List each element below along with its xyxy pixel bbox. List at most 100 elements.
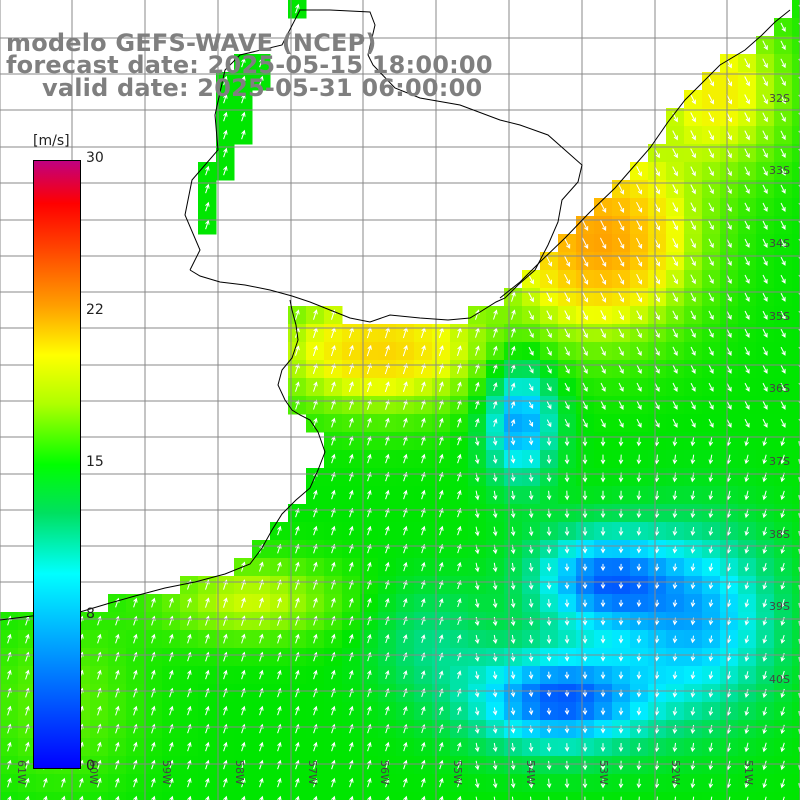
wind-arrow <box>367 453 372 464</box>
wind-arrow <box>277 741 282 752</box>
wind-arrow <box>564 707 570 716</box>
wind-arrow <box>690 256 696 267</box>
wind-arrow <box>241 741 246 752</box>
wind-arrow <box>708 742 714 753</box>
wind-arrow <box>780 40 786 51</box>
wind-arrow <box>492 455 498 464</box>
wind-arrow <box>582 418 588 428</box>
wind-arrow <box>744 581 750 590</box>
wind-arrow <box>385 561 390 572</box>
wind-arrow <box>636 490 642 501</box>
wind-arrow <box>636 581 642 590</box>
wind-speed-cell <box>792 486 800 505</box>
wind-arrow <box>25 795 30 800</box>
wind-arrow <box>690 274 696 285</box>
wind-arrow <box>79 777 84 788</box>
wind-arrow <box>133 741 138 752</box>
wind-arrow <box>331 381 336 392</box>
wind-arrow <box>313 489 318 500</box>
wind-arrow <box>692 796 695 800</box>
wind-arrow <box>780 490 785 501</box>
wind-arrow <box>600 291 606 303</box>
wind-arrow <box>600 346 606 357</box>
wind-arrow <box>187 741 192 752</box>
wind-arrow <box>672 563 678 572</box>
wind-arrow <box>564 743 570 752</box>
wind-arrow <box>762 76 768 87</box>
wind-arrow <box>762 778 767 789</box>
wind-arrow <box>259 759 264 770</box>
wind-arrow <box>708 328 714 338</box>
wind-arrow <box>780 256 786 266</box>
wind-arrow <box>187 669 192 680</box>
wind-arrow <box>618 742 624 753</box>
wind-arrow <box>762 418 768 428</box>
wind-arrow <box>295 309 300 320</box>
wind-arrow <box>349 399 354 410</box>
wind-arrow <box>564 760 570 771</box>
wind-arrow <box>582 273 589 285</box>
wind-arrow <box>528 671 534 680</box>
wind-arrow <box>617 219 625 232</box>
wind-speed-cell <box>756 792 775 800</box>
wind-speed-cell <box>792 504 800 523</box>
wind-arrow <box>528 526 534 537</box>
wind-arrow <box>600 454 606 465</box>
wind-arrow <box>367 795 372 800</box>
wind-arrow <box>546 563 552 572</box>
wind-arrow <box>780 238 786 248</box>
wind-arrow <box>690 742 696 753</box>
wind-arrow <box>241 111 246 122</box>
wind-arrow <box>638 796 640 800</box>
wind-arrow <box>782 796 785 800</box>
wind-arrow <box>420 345 426 357</box>
wind-arrow <box>385 489 390 500</box>
wind-arrow <box>618 760 624 771</box>
wind-arrow <box>528 707 534 716</box>
wind-speed-cell <box>342 792 361 800</box>
wind-arrow <box>510 490 516 501</box>
wind-arrow <box>546 778 552 789</box>
wind-speed-cell <box>792 162 800 181</box>
wind-arrow <box>744 635 750 644</box>
wind-arrow <box>259 705 264 716</box>
wind-arrow <box>385 417 390 428</box>
wind-speed-cell <box>90 792 109 800</box>
wind-arrow <box>581 219 589 232</box>
wind-arrow <box>762 58 768 69</box>
wind-arrow <box>564 526 570 537</box>
wind-arrow <box>690 707 696 716</box>
wind-arrow <box>169 741 174 752</box>
wind-arrow <box>708 454 714 465</box>
wind-arrow <box>672 292 678 303</box>
wind-arrow <box>708 707 714 716</box>
wind-arrow <box>510 707 516 716</box>
wind-arrow <box>439 453 444 464</box>
wind-arrow <box>259 741 264 752</box>
latitude-label: 32S <box>769 92 790 105</box>
wind-speed-cell <box>792 450 800 469</box>
wind-arrow <box>762 454 767 465</box>
wind-arrow <box>744 671 750 680</box>
wind-arrow <box>492 562 498 573</box>
wind-arrow <box>457 417 462 428</box>
wind-arrow <box>402 363 408 375</box>
wind-arrow <box>690 527 696 536</box>
wind-arrow <box>349 525 354 536</box>
wind-arrow <box>277 705 282 716</box>
wind-arrow <box>349 759 354 770</box>
wind-arrow <box>205 183 210 194</box>
wind-arrow <box>385 670 390 680</box>
wind-arrow <box>636 742 642 753</box>
wind-arrow <box>744 436 749 447</box>
wind-arrow <box>61 795 66 800</box>
wind-arrow <box>780 526 785 537</box>
wind-arrow <box>672 436 678 447</box>
wind-arrow <box>672 545 678 554</box>
wind-speed-cell <box>792 126 800 145</box>
wind-arrow <box>439 417 444 428</box>
wind-arrow <box>528 274 534 285</box>
wind-speed-cell <box>0 792 19 800</box>
wind-arrow <box>546 310 552 321</box>
wind-arrow <box>528 437 534 446</box>
